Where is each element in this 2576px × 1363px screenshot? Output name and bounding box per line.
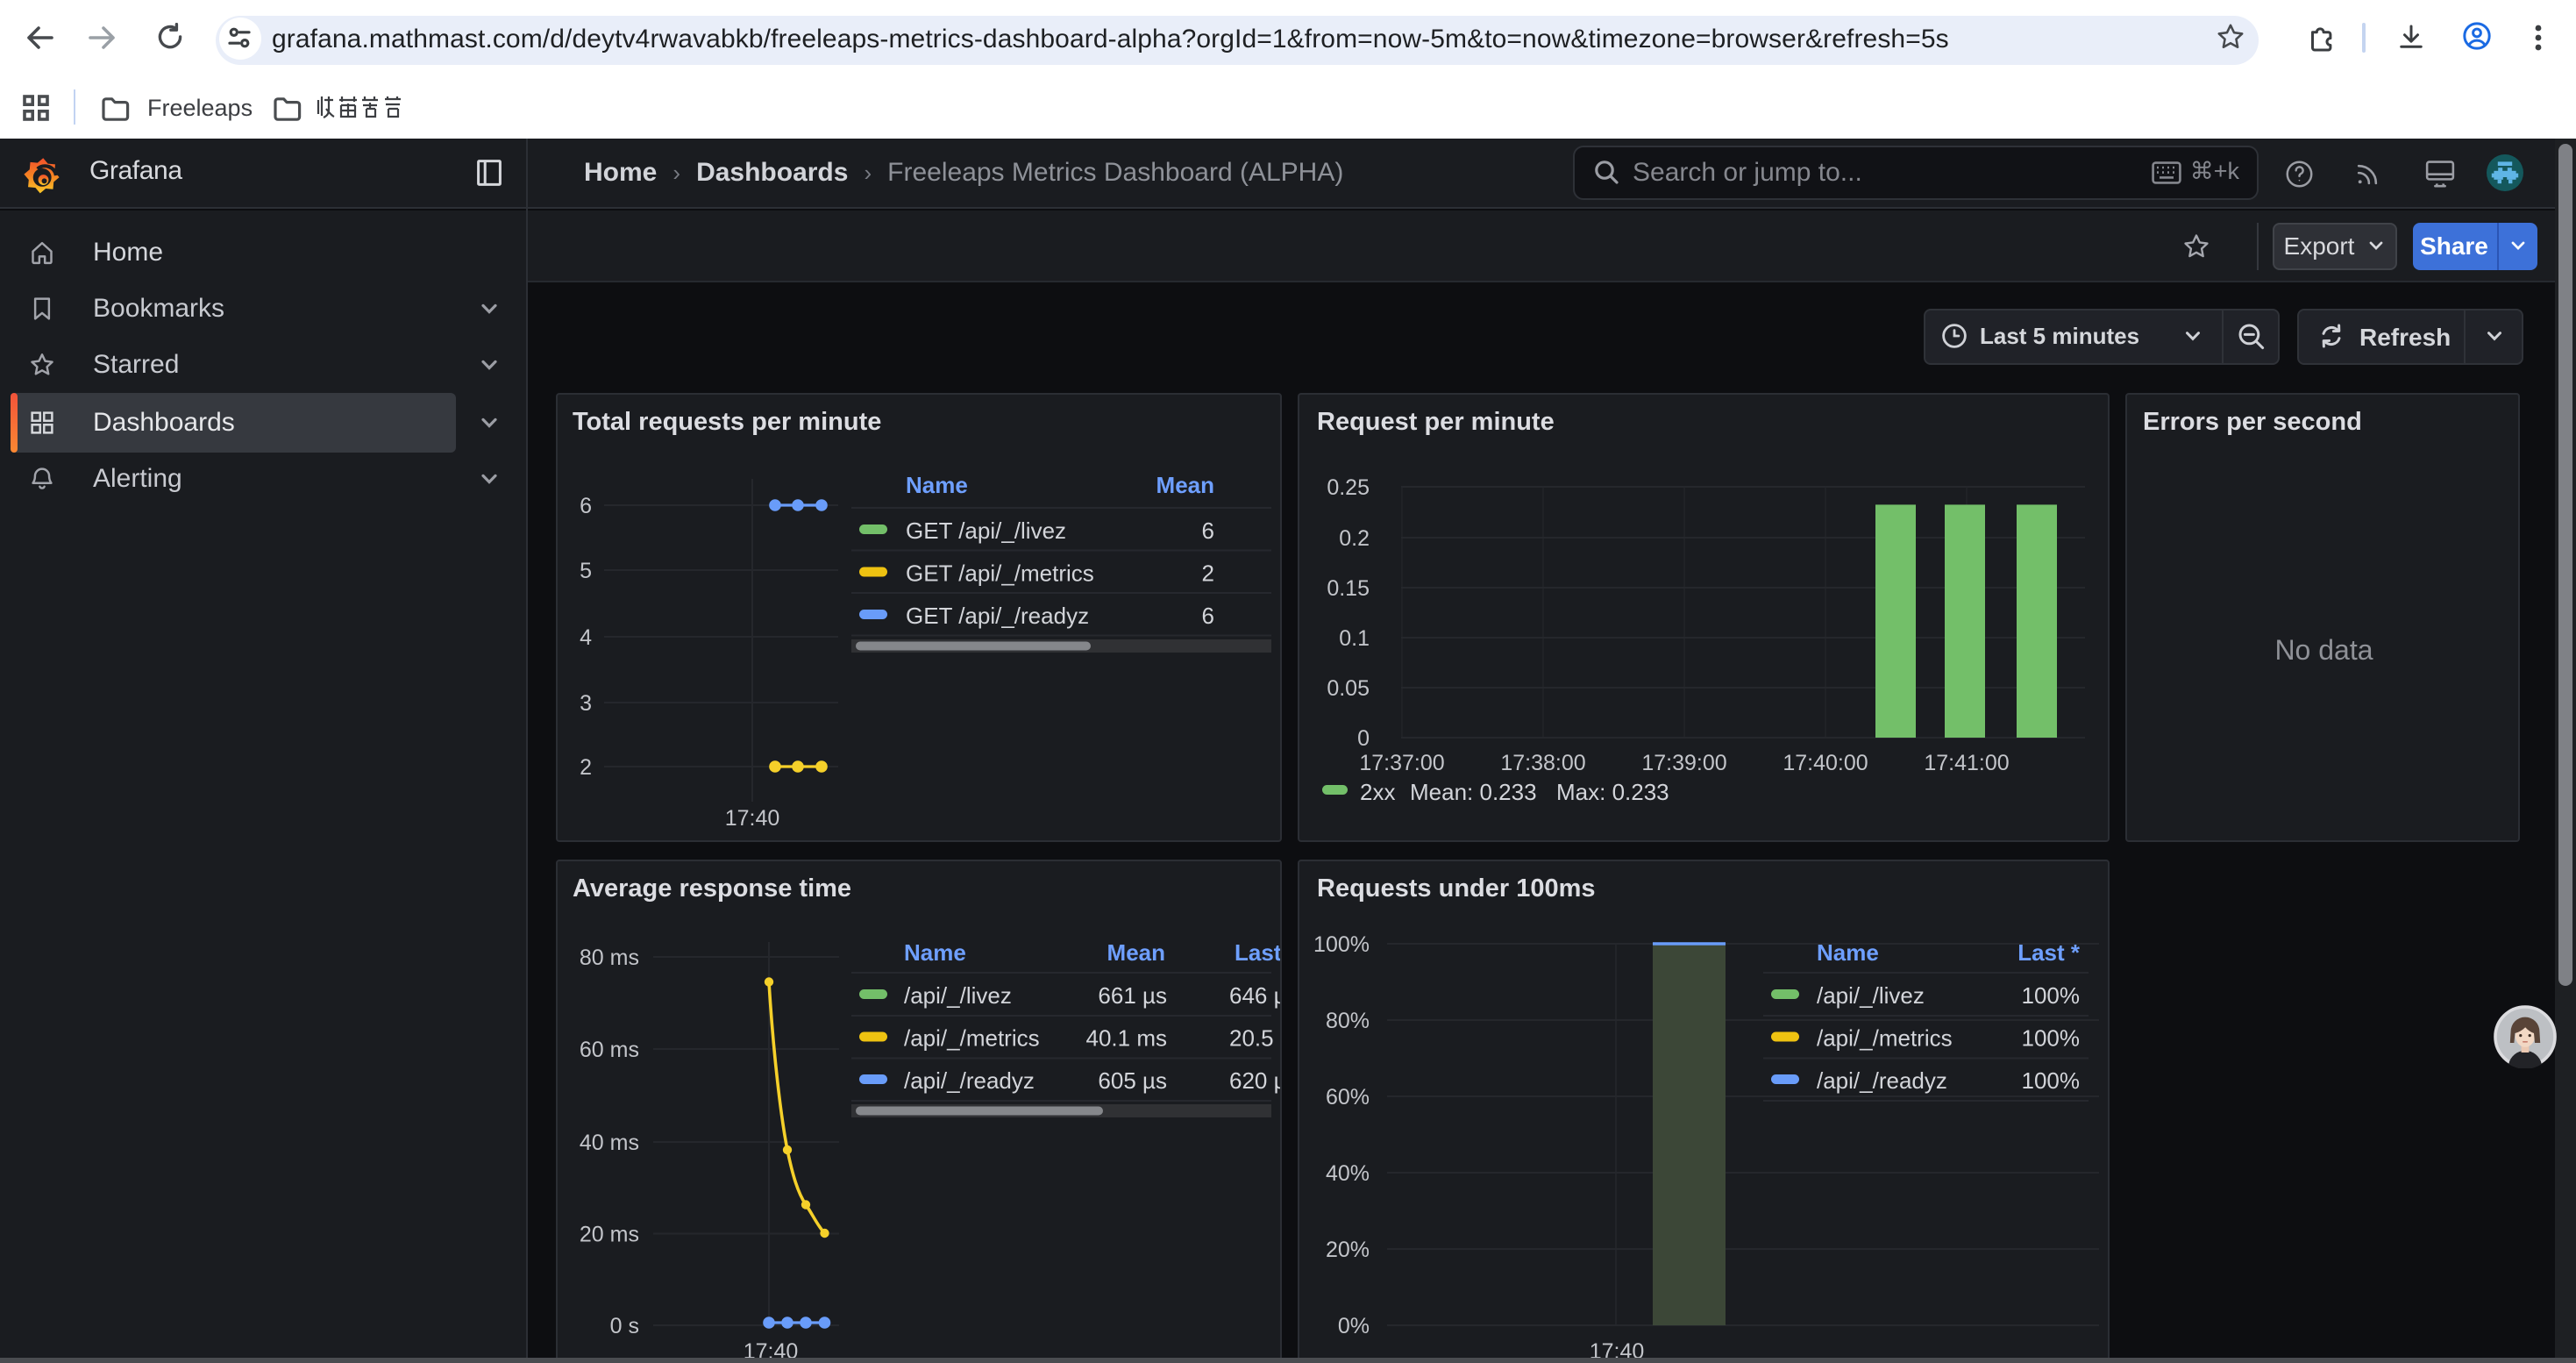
svg-text:40 ms: 40 ms (579, 1130, 638, 1154)
svg-text:2xx: 2xx (1360, 778, 1395, 804)
svg-text:100%: 100% (2022, 981, 2081, 1008)
svg-text:6: 6 (1201, 602, 1213, 628)
svg-text:Mean: Mean (1107, 938, 1164, 965)
svg-text:0 s: 0 s (609, 1313, 638, 1338)
svg-text:80%: 80% (1326, 1008, 1370, 1032)
svg-text:17:39:00: 17:39:00 (1641, 750, 1726, 774)
svg-text:20 ms: 20 ms (579, 1222, 638, 1246)
svg-text:40%: 40% (1326, 1160, 1370, 1185)
svg-text:Max: 0.233: Max: 0.233 (1556, 778, 1669, 804)
svg-text:3: 3 (579, 690, 591, 715)
svg-text:100%: 100% (2022, 1024, 2081, 1051)
svg-text:0%: 0% (1338, 1313, 1370, 1338)
svg-text:4: 4 (579, 624, 591, 649)
svg-text:17:40:00: 17:40:00 (1783, 750, 1868, 774)
svg-text:Last *: Last * (2017, 938, 2081, 965)
svg-text:100%: 100% (2022, 1067, 2081, 1093)
svg-text:17:40: 17:40 (724, 805, 779, 830)
svg-text:661 µs: 661 µs (1097, 981, 1166, 1008)
svg-text:17:41:00: 17:41:00 (1924, 750, 2009, 774)
svg-text:GET /api/_/readyz: GET /api/_/readyz (905, 602, 1088, 628)
svg-text:605 µs: 605 µs (1097, 1067, 1166, 1093)
svg-text:/api/_/readyz: /api/_/readyz (1817, 1067, 1947, 1093)
svg-text:17:37:00: 17:37:00 (1359, 750, 1444, 774)
svg-text:6: 6 (1201, 517, 1213, 543)
svg-text:60%: 60% (1326, 1084, 1370, 1109)
svg-text:0.05: 0.05 (1327, 675, 1370, 700)
svg-text:5: 5 (579, 558, 591, 582)
svg-text:Mean: Mean (1156, 471, 1213, 497)
svg-text:/api/_/livez: /api/_/livez (1817, 981, 1925, 1008)
svg-text:/api/_/metrics: /api/_/metrics (903, 1024, 1039, 1051)
svg-text:Last *: Last * (1234, 938, 1280, 965)
svg-text:/api/_/livez: /api/_/livez (903, 981, 1011, 1008)
svg-text:17:38:00: 17:38:00 (1500, 750, 1585, 774)
svg-text:40.1 ms: 40.1 ms (1085, 1024, 1167, 1051)
svg-text:Name: Name (1817, 938, 1879, 965)
svg-text:0.15: 0.15 (1327, 575, 1370, 600)
svg-text:20.5 ms: 20.5 ms (1228, 1024, 1280, 1051)
svg-text:0.2: 0.2 (1339, 525, 1370, 550)
svg-text:20%: 20% (1326, 1237, 1370, 1261)
svg-text:646 µs: 646 µs (1228, 981, 1280, 1008)
svg-text:60 ms: 60 ms (579, 1037, 638, 1061)
svg-text:0.25: 0.25 (1327, 475, 1370, 499)
svg-text:2: 2 (579, 754, 591, 779)
svg-text:GET /api/_/metrics: GET /api/_/metrics (905, 560, 1093, 586)
svg-text:Name: Name (903, 938, 965, 965)
svg-text:80 ms: 80 ms (579, 945, 638, 969)
svg-text:Mean: 0.233: Mean: 0.233 (1410, 778, 1537, 804)
svg-text:Name: Name (905, 471, 967, 497)
svg-text:/api/_/metrics: /api/_/metrics (1817, 1024, 1953, 1051)
svg-text:0.1: 0.1 (1339, 625, 1370, 650)
svg-text:0: 0 (1357, 725, 1370, 750)
svg-text:6: 6 (579, 493, 591, 517)
svg-text:GET /api/_/livez: GET /api/_/livez (905, 517, 1065, 543)
svg-text:620 µs: 620 µs (1228, 1067, 1280, 1093)
svg-text:2: 2 (1201, 560, 1213, 586)
svg-text:100%: 100% (1313, 931, 1370, 956)
svg-text:/api/_/readyz: /api/_/readyz (903, 1067, 1034, 1093)
